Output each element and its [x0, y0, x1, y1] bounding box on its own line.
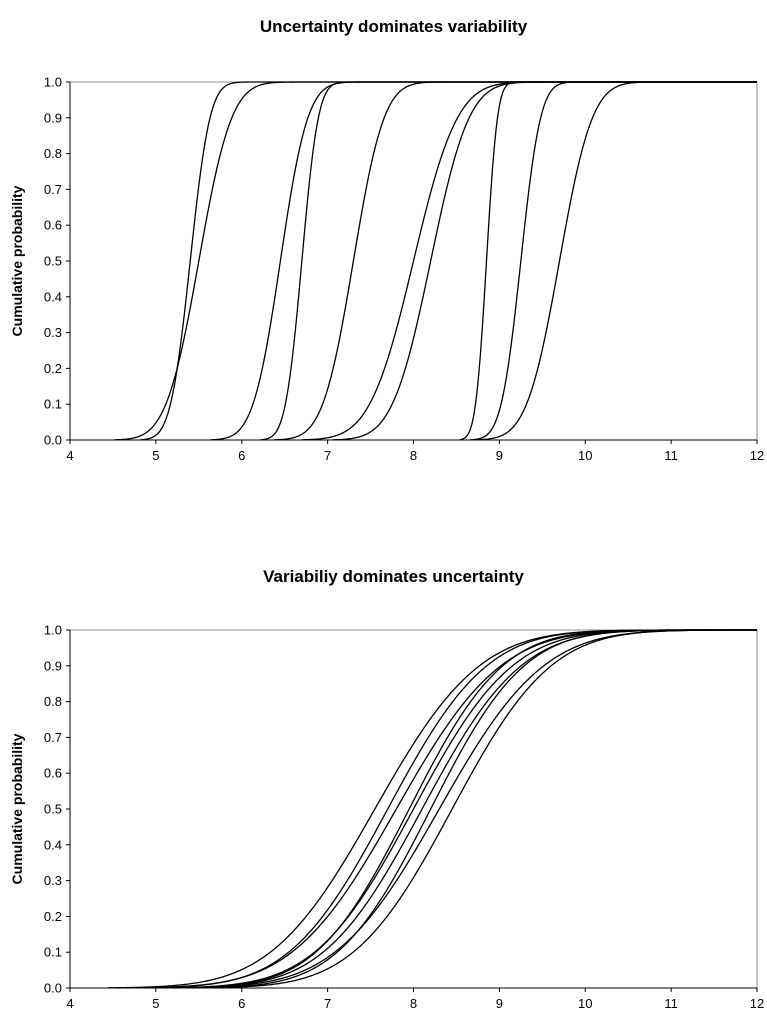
y-tick-label: 0.7	[44, 182, 62, 197]
cdf-curve-2	[114, 81, 757, 441]
cdf-curve-7	[191, 629, 757, 989]
y-tick-label: 0.8	[44, 694, 62, 709]
cdf-curve-6	[167, 629, 757, 989]
cdf-curve-5	[159, 629, 757, 989]
y-tick-label: 0.6	[44, 218, 62, 233]
y-tick-label: 0.5	[44, 254, 62, 269]
y-tick-label: 0.0	[44, 433, 62, 448]
chart-variability-dominates-uncertainty: Variabiliy dominates uncertainty Cumulati…	[9, 567, 764, 1011]
cdf-curve-3	[128, 629, 757, 989]
y-tick-label: 0.3	[44, 873, 62, 888]
y-axis-label: Cumulative probability	[9, 733, 25, 884]
cdf-curve-9	[470, 81, 757, 441]
cdf-curve-9	[198, 629, 758, 989]
x-tick-label: 5	[152, 448, 159, 463]
cdf-curve-3	[210, 81, 757, 441]
x-tick-label: 12	[750, 448, 764, 463]
y-tick-label: 0.4	[44, 289, 62, 304]
cdf-curve-5	[274, 81, 757, 441]
cdf-curve-4	[169, 629, 757, 989]
y-tick-label: 0.8	[44, 146, 62, 161]
chart-uncertainty-dominates-variability: Uncertainty dominates variability Cumulat…	[9, 17, 764, 463]
y-tick-label: 0.9	[44, 110, 62, 125]
x-tick-label: 4	[66, 448, 73, 463]
x-tick-label: 12	[750, 996, 764, 1011]
chart-title: Uncertainty dominates variability	[260, 17, 528, 36]
cdf-curve-7	[332, 81, 757, 441]
x-tick-label: 5	[152, 996, 159, 1011]
y-tick-label: 1.0	[44, 623, 62, 638]
y-tick-label: 0.9	[44, 658, 62, 673]
x-tick-label: 8	[410, 448, 417, 463]
chart-title: Variabiliy dominates uncertainty	[263, 567, 524, 586]
y-tick-label: 0.5	[44, 802, 62, 817]
y-tick-label: 0.4	[44, 837, 62, 852]
x-tick-label: 11	[664, 996, 678, 1011]
x-tick-label: 6	[238, 996, 245, 1011]
x-tick-label: 8	[410, 996, 417, 1011]
y-tick-label: 0.1	[44, 397, 62, 412]
y-tick-label: 0.3	[44, 325, 62, 340]
y-tick-label: 0.0	[44, 981, 62, 996]
x-tick-label: 11	[664, 448, 678, 463]
y-tick-label: 1.0	[44, 75, 62, 90]
cdf-curve-8	[171, 629, 757, 989]
y-axis-label: Cumulative probability	[9, 185, 25, 336]
cdf-curve-4	[260, 81, 757, 441]
y-tick-label: 0.7	[44, 730, 62, 745]
x-tick-label: 7	[324, 996, 331, 1011]
x-tick-label: 10	[578, 996, 592, 1011]
y-tick-label: 0.1	[44, 945, 62, 960]
cdf-curve-2	[133, 629, 757, 989]
y-tick-label: 0.6	[44, 766, 62, 781]
y-tick-label: 0.2	[44, 909, 62, 924]
cdf-curve-6	[301, 81, 757, 441]
x-tick-label: 10	[578, 448, 592, 463]
cdf-curve-10	[475, 81, 757, 441]
x-tick-label: 9	[496, 448, 503, 463]
y-tick-label: 0.2	[44, 361, 62, 376]
x-tick-label: 7	[324, 448, 331, 463]
x-tick-label: 6	[238, 448, 245, 463]
cdf-curve-1	[107, 629, 757, 989]
x-tick-label: 9	[496, 996, 503, 1011]
x-tick-label: 4	[66, 996, 73, 1011]
